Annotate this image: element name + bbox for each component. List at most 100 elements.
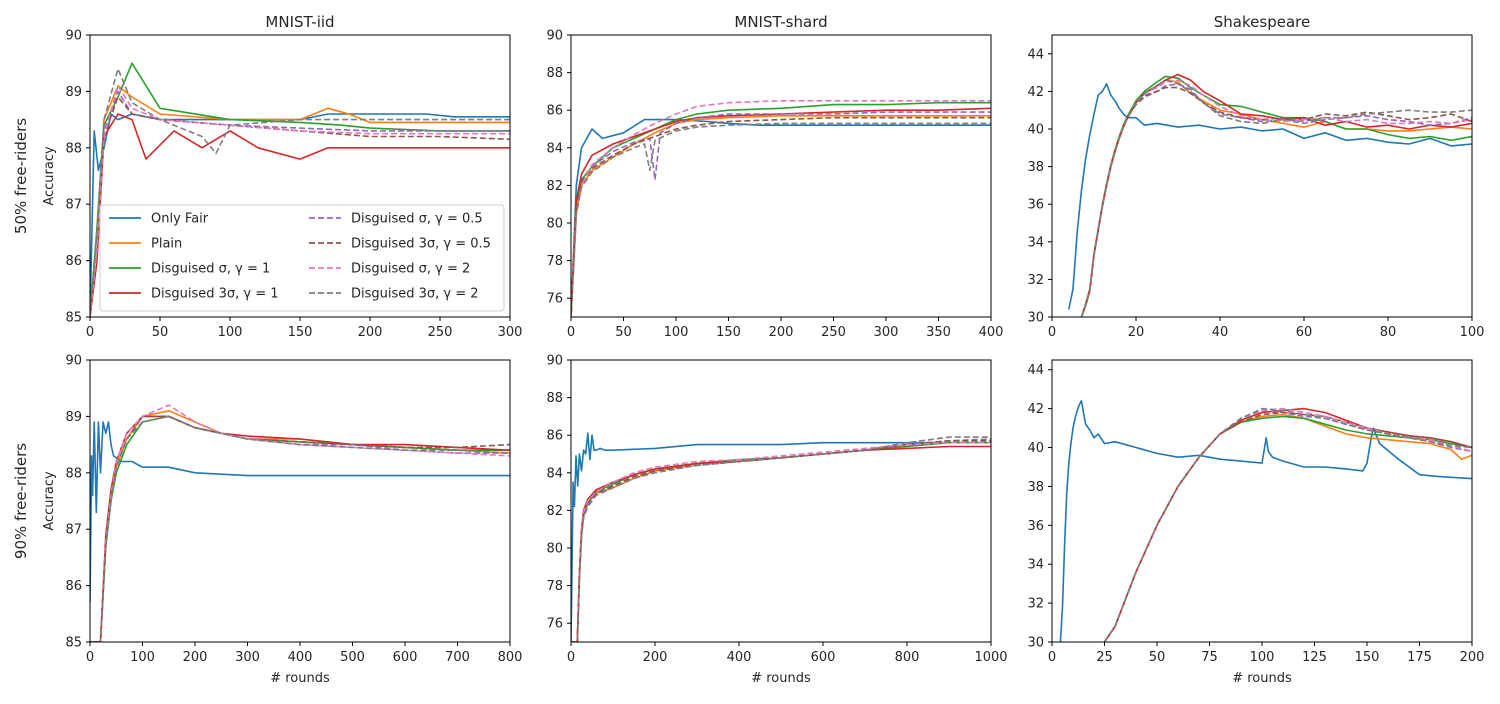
axes-frame (570, 34, 992, 318)
x-tick-label: 800 (498, 650, 523, 665)
series-line-6 (571, 100, 991, 317)
series-line-2 (571, 101, 991, 317)
y-tick-label: 87 (65, 198, 82, 213)
x-tick-label: 100 (218, 325, 243, 340)
x-tick-label: 125 (1302, 650, 1327, 665)
y-tick-label: 90 (546, 354, 563, 369)
axes-frame (1051, 359, 1473, 643)
panel-0: 0 50 100 150 200 250 300 85 86 87 88 89 90 MNIST-iid A… (42, 13, 522, 340)
y-tick-label: 86 (65, 254, 82, 269)
x-tick-label: 200 (1460, 650, 1485, 665)
y-tick-label: 88 (546, 66, 563, 81)
y-tick-label: 30 (1027, 636, 1044, 651)
x-tick-label: 700 (445, 650, 470, 665)
legend-label: Disguised 3σ, γ = 2 (351, 287, 479, 302)
y-tick-label: 85 (65, 311, 82, 326)
panel-2: 0 20 40 60 80 100 30 32 34 36 38 40 42 44 Shakespeare (1027, 13, 1484, 340)
x-tick-label: 0 (1048, 650, 1056, 665)
legend-box (99, 204, 505, 312)
x-tick-label: 20 (1128, 325, 1145, 340)
x-tick-label: 200 (643, 650, 668, 665)
x-tick-label: 300 (235, 650, 260, 665)
panel-5: 0 25 50 75 100 125 150 175 200 30 32 34 36 38 40 42 44 # … (1027, 359, 1485, 686)
y-tick-label: 88 (546, 391, 563, 406)
series-line-5 (571, 439, 991, 642)
y-tick-label: 38 (1027, 480, 1044, 495)
x-tick-label: 0 (567, 650, 575, 665)
panels: 0 50 100 150 200 250 300858687888990MNIST-iidA… (42, 13, 1484, 686)
panel-1: 0 50 100 150 200 250 300 350 400 76 78 80 82 84 86 88 90… (546, 13, 1003, 340)
x-tick-label: 400 (979, 325, 1004, 340)
series-line-3 (571, 107, 991, 317)
y-tick-label: 87 (65, 523, 82, 538)
series-line-7 (90, 415, 510, 642)
y-tick-label: 34 (1027, 558, 1044, 573)
legend-label: Only Fair (151, 212, 209, 227)
x-tick-label: 50 (152, 325, 169, 340)
y-tick-label: 76 (546, 617, 563, 632)
x-tick-label: 600 (393, 650, 418, 665)
x-tick-label: 25 (1096, 650, 1113, 665)
series-line-0 (571, 432, 991, 642)
series-group (571, 100, 991, 317)
series-group (90, 404, 510, 642)
panel-4: 0 200 400 600 800 1000 76 78 80 82 84 86 88 90 # round… (546, 354, 1007, 687)
legend-label: Disguised 3σ, γ = 0.5 (351, 237, 491, 252)
y-tick-label: 82 (546, 504, 563, 519)
legend-label: Disguised σ, γ = 0.5 (351, 212, 483, 227)
y-tick-label: 38 (1027, 160, 1044, 175)
series-line-6 (1103, 407, 1472, 642)
y-tick-label: 88 (65, 141, 82, 156)
y-tick-label: 36 (1027, 198, 1044, 213)
series-line-3 (90, 113, 510, 317)
x-tick-label: 250 (428, 325, 453, 340)
y-tick-label: 42 (1027, 402, 1044, 417)
series-line-0 (90, 421, 510, 603)
legend: Only Fair Plain Disguised σ, γ = 1 Disguise… (99, 204, 505, 312)
x-tick-label: 0 (1048, 325, 1056, 340)
y-tick-label: 84 (546, 141, 563, 156)
series-line-5 (1080, 86, 1472, 317)
y-tick-label: 86 (546, 429, 563, 444)
y-tick-label: 78 (546, 254, 563, 269)
series-line-1 (571, 115, 991, 317)
y-tick-label: 40 (1027, 123, 1044, 138)
y-tick-label: 88 (65, 466, 82, 481)
y-tick-label: 32 (1027, 597, 1044, 612)
series-line-4 (1080, 83, 1472, 317)
series-line-4 (571, 438, 991, 642)
x-tick-label: 400 (288, 650, 313, 665)
panel-3: 0 100 200 300 400 500 600 700 800 85 86 87 88 89 90 # r… (42, 354, 522, 687)
series-group (1059, 399, 1472, 642)
y-tick-label: 78 (546, 579, 563, 594)
y-axis-label: Accuracy (42, 146, 57, 206)
x-tick-label: 1000 (974, 650, 1007, 665)
series-line-3 (1080, 73, 1472, 317)
x-tick-label: 100 (1460, 325, 1485, 340)
series-line-2 (1080, 75, 1472, 317)
series-line-6 (1080, 79, 1472, 317)
x-tick-label: 600 (811, 650, 836, 665)
x-axis-label: # rounds (270, 671, 330, 686)
y-tick-label: 30 (1027, 311, 1044, 326)
y-tick-label: 44 (1027, 47, 1044, 62)
x-tick-label: 80 (1380, 325, 1397, 340)
y-tick-label: 89 (65, 410, 82, 425)
x-tick-label: 100 (130, 650, 155, 665)
y-tick-label: 90 (65, 29, 82, 44)
series-line-4 (571, 111, 991, 317)
x-tick-label: 150 (1355, 650, 1380, 665)
x-tick-label: 500 (340, 650, 365, 665)
y-tick-label: 82 (546, 179, 563, 194)
x-tick-label: 50 (1149, 650, 1166, 665)
x-tick-label: 400 (727, 650, 752, 665)
x-tick-label: 300 (874, 325, 899, 340)
x-tick-label: 60 (1296, 325, 1313, 340)
panel-title: MNIST-iid (265, 13, 334, 31)
x-tick-label: 150 (716, 325, 741, 340)
x-axis-label: # rounds (751, 671, 811, 686)
y-tick-label: 90 (65, 354, 82, 369)
x-axis-label: # rounds (1232, 671, 1292, 686)
y-tick-label: 80 (546, 217, 563, 232)
y-tick-label: 89 (65, 85, 82, 100)
